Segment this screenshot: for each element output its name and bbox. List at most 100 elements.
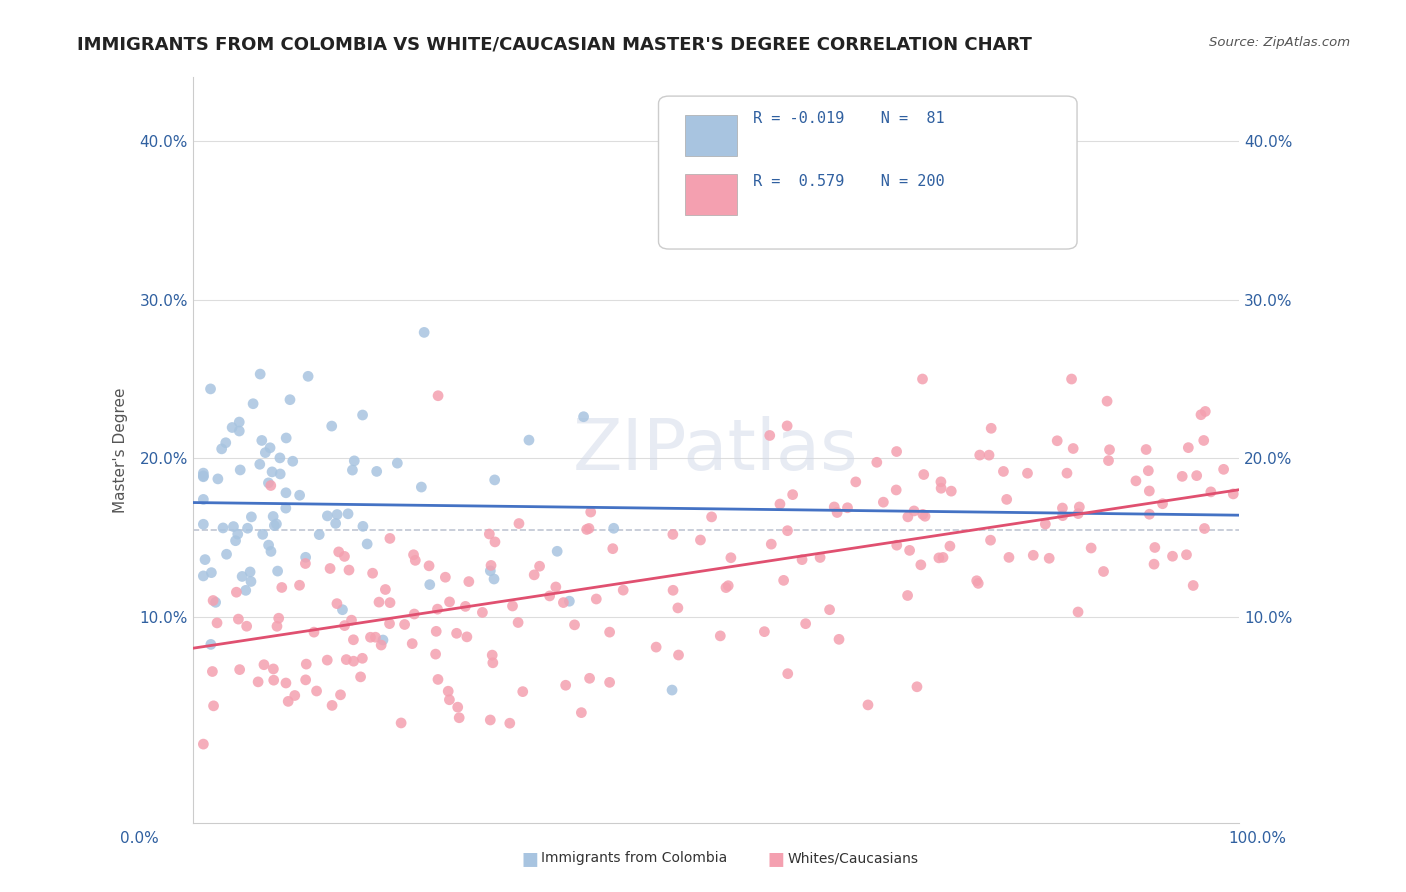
Point bbox=[270, 581, 292, 595]
Point bbox=[205, 615, 228, 630]
Point bbox=[266, 516, 288, 531]
Point bbox=[228, 663, 250, 677]
Point bbox=[1060, 372, 1083, 386]
Point bbox=[995, 492, 1018, 507]
Point bbox=[1125, 474, 1147, 488]
Point bbox=[266, 619, 288, 633]
Point bbox=[872, 495, 894, 509]
Point bbox=[387, 456, 409, 470]
Point bbox=[328, 545, 350, 559]
Point bbox=[1056, 466, 1078, 480]
Point bbox=[1062, 442, 1084, 456]
Point bbox=[288, 488, 311, 502]
Point bbox=[378, 532, 401, 546]
Point bbox=[252, 527, 274, 541]
Point bbox=[215, 547, 238, 561]
Point bbox=[662, 583, 685, 598]
Point bbox=[308, 527, 330, 541]
Point bbox=[193, 492, 215, 507]
Point bbox=[886, 538, 908, 552]
Point bbox=[772, 574, 794, 588]
Point bbox=[269, 450, 291, 465]
Text: Immigrants from Colombia: Immigrants from Colombia bbox=[541, 851, 727, 865]
Point bbox=[361, 566, 384, 581]
Point bbox=[1033, 517, 1056, 532]
Point bbox=[554, 678, 576, 692]
Point bbox=[263, 673, 285, 688]
Point bbox=[235, 583, 257, 598]
Point bbox=[1212, 462, 1234, 476]
Point bbox=[720, 550, 742, 565]
Point bbox=[427, 673, 450, 687]
Point bbox=[359, 630, 381, 644]
Point bbox=[326, 508, 349, 522]
Point bbox=[508, 516, 530, 531]
Point bbox=[294, 673, 316, 687]
Point bbox=[239, 565, 262, 579]
Point bbox=[967, 576, 990, 591]
Point bbox=[402, 548, 425, 562]
Point bbox=[717, 579, 740, 593]
Point bbox=[266, 564, 288, 578]
Point bbox=[1092, 565, 1115, 579]
Bar bbox=[685, 115, 737, 156]
Point bbox=[517, 433, 540, 447]
Y-axis label: Master's Degree: Master's Degree bbox=[114, 388, 128, 513]
Point bbox=[329, 688, 352, 702]
Point bbox=[343, 454, 366, 468]
Point bbox=[193, 517, 215, 532]
Point bbox=[215, 435, 238, 450]
Point bbox=[226, 527, 249, 541]
Point bbox=[342, 654, 364, 668]
Text: Source: ZipAtlas.com: Source: ZipAtlas.com bbox=[1209, 36, 1350, 49]
Point bbox=[193, 469, 215, 483]
Point bbox=[257, 475, 280, 490]
Point bbox=[276, 431, 298, 445]
Point bbox=[269, 467, 291, 481]
Point bbox=[585, 592, 607, 607]
Point bbox=[228, 424, 250, 438]
Point bbox=[305, 684, 328, 698]
Point bbox=[845, 475, 868, 489]
Point bbox=[193, 466, 215, 480]
Point bbox=[512, 684, 534, 698]
Point bbox=[668, 648, 690, 662]
Point bbox=[689, 533, 711, 547]
Point bbox=[295, 657, 318, 672]
Point bbox=[274, 676, 297, 690]
Point bbox=[825, 506, 848, 520]
Point bbox=[1067, 605, 1090, 619]
Point bbox=[645, 640, 668, 654]
Point bbox=[202, 698, 225, 713]
Point bbox=[569, 706, 592, 720]
Point bbox=[479, 564, 502, 578]
Point bbox=[808, 550, 831, 565]
Point bbox=[818, 603, 841, 617]
Point bbox=[1135, 442, 1157, 457]
Point bbox=[240, 509, 263, 524]
Point bbox=[401, 637, 423, 651]
Point bbox=[911, 372, 934, 386]
Point bbox=[599, 625, 621, 640]
Point bbox=[404, 553, 426, 567]
Point bbox=[419, 577, 441, 591]
Point bbox=[439, 595, 461, 609]
Point bbox=[342, 632, 364, 647]
Point bbox=[910, 558, 932, 572]
Point bbox=[499, 716, 522, 731]
Point bbox=[479, 558, 502, 573]
Point bbox=[242, 397, 264, 411]
Point bbox=[1143, 541, 1166, 555]
Point bbox=[776, 666, 799, 681]
Text: R = -0.019    N =  81: R = -0.019 N = 81 bbox=[752, 111, 945, 126]
Point bbox=[263, 518, 285, 533]
Point bbox=[454, 599, 477, 614]
Point bbox=[1046, 434, 1069, 448]
Point bbox=[333, 549, 356, 564]
Point bbox=[257, 538, 280, 552]
Point bbox=[228, 612, 250, 626]
Point bbox=[912, 467, 935, 482]
Point bbox=[316, 653, 339, 667]
Point bbox=[249, 457, 271, 471]
Point bbox=[538, 589, 561, 603]
